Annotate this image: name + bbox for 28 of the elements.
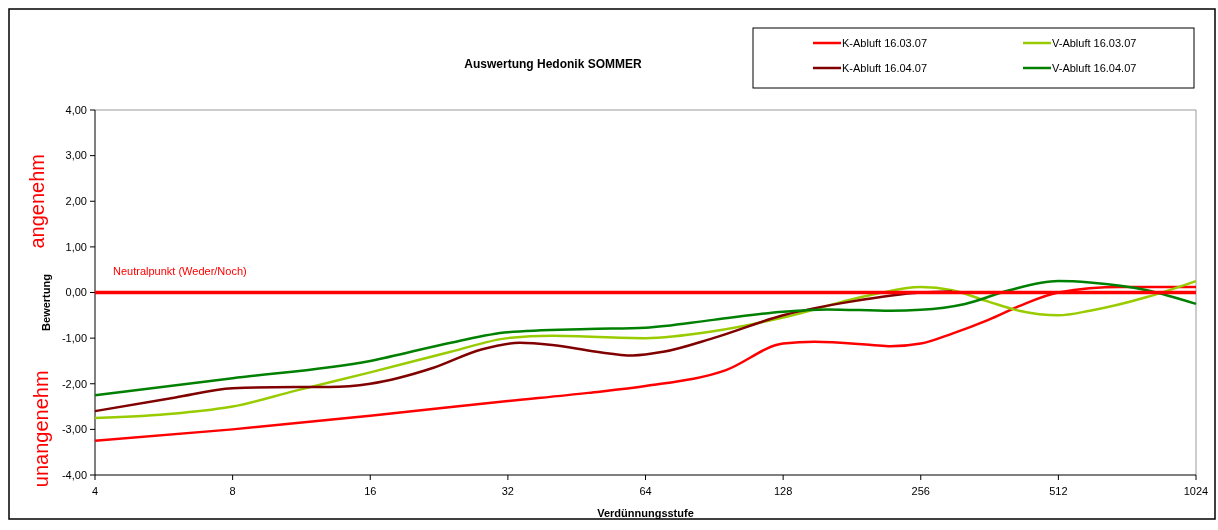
y-tick-label: -1,00 xyxy=(61,331,87,344)
x-tick-label: 32 xyxy=(501,485,514,497)
y-tick-label: -3,00 xyxy=(61,423,87,436)
x-tick-label: 1024 xyxy=(1183,485,1209,497)
x-tick-label: 64 xyxy=(639,485,652,497)
y-tick-label: 4,00 xyxy=(65,103,87,116)
x-tick-label: 512 xyxy=(1049,485,1068,497)
text: angenehm xyxy=(26,153,48,249)
y-tick-label: -4,00 xyxy=(61,468,87,481)
y-tick-label: 2,00 xyxy=(65,195,87,208)
x-tick-label: 8 xyxy=(229,485,236,497)
y-tick-label: 3,00 xyxy=(65,149,87,162)
x-tick-label: 256 xyxy=(911,485,930,497)
chart-title: Auswertung Hedonik SOMMER xyxy=(464,57,642,71)
legend-label: K-Abluft 16.04.07 xyxy=(842,61,928,74)
x-tick-label: 16 xyxy=(364,485,377,497)
x-axis-title: Verdünnungsstufe xyxy=(597,507,694,519)
y-tick-label: 0,00 xyxy=(65,286,87,299)
y-axis-title: Bewertung xyxy=(40,274,52,331)
y-tick-label: 1,00 xyxy=(65,240,87,253)
legend-label: V-Abluft 16.04.07 xyxy=(1052,61,1137,74)
legend-label: K-Abluft 16.03.07 xyxy=(842,36,928,49)
y-tick-label: -2,00 xyxy=(61,377,87,390)
x-tick-label: 128 xyxy=(773,485,793,497)
x-tick-label: 4 xyxy=(91,485,99,497)
ref-line-label: Neutralpunkt (Weder/Noch) xyxy=(113,264,247,277)
text: unangenehm xyxy=(30,370,52,488)
legend-label: V-Abluft 16.03.07 xyxy=(1052,36,1137,49)
